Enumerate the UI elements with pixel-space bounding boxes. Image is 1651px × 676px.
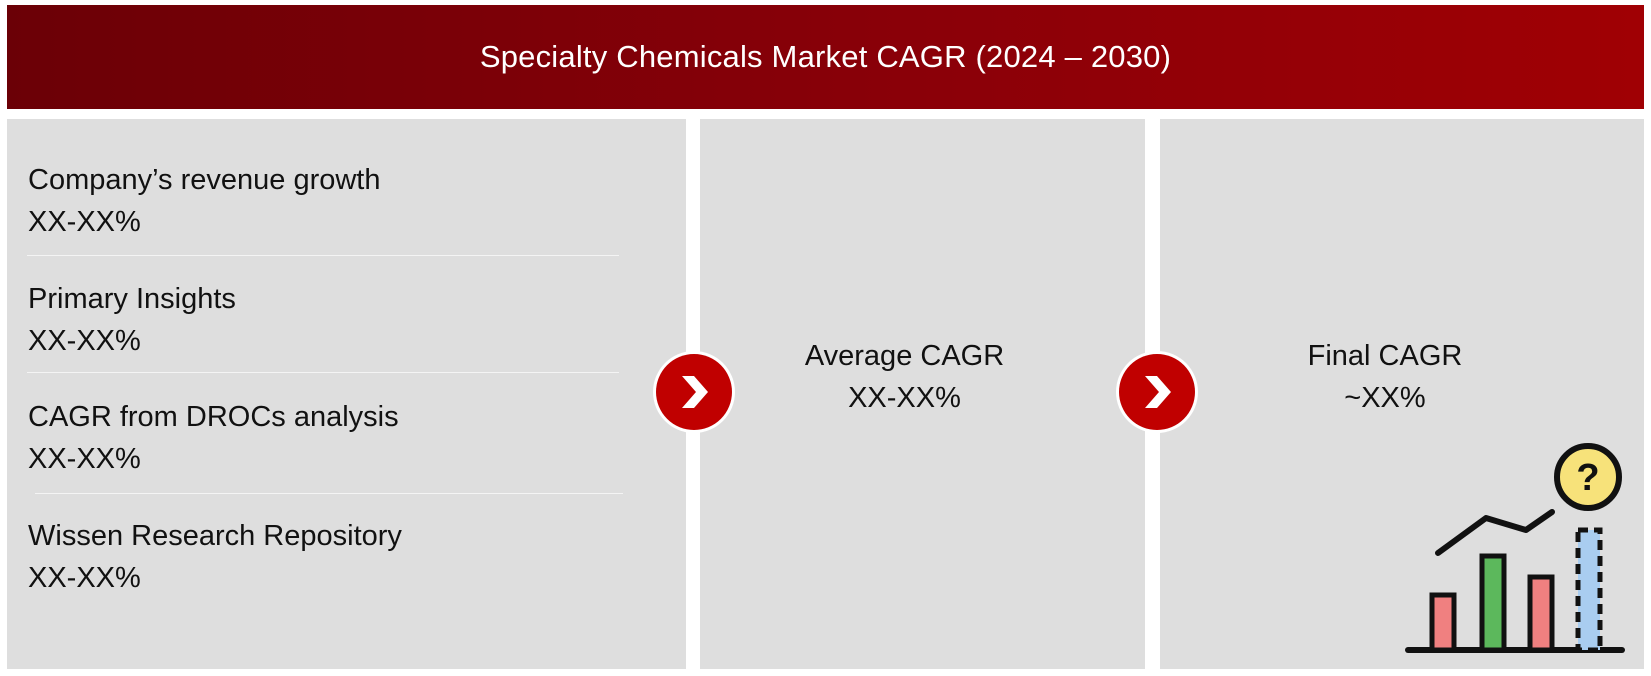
- source-item: CAGR from DROCs analysis XX-XX%: [28, 396, 399, 480]
- source-value: XX-XX%: [28, 443, 141, 475]
- source-label: Primary Insights: [28, 283, 236, 315]
- divider: [27, 372, 619, 373]
- average-cagr-value: XX-XX%: [848, 382, 961, 414]
- divider: [35, 493, 623, 494]
- header-banner: Specialty Chemicals Market CAGR (2024 – …: [7, 5, 1644, 109]
- source-value: XX-XX%: [28, 562, 141, 594]
- divider: [27, 255, 619, 256]
- source-label: CAGR from DROCs analysis: [28, 401, 399, 433]
- final-cagr-label: Final CAGR: [1307, 340, 1463, 372]
- final-cagr-panel: Final CAGR ~XX%: [1160, 119, 1644, 669]
- sources-panel: Company’s revenue growth XX-XX% Primary …: [7, 119, 686, 669]
- source-item: Company’s revenue growth XX-XX%: [28, 159, 381, 243]
- chevron-right-icon: [1116, 351, 1198, 433]
- growth-chart-question-icon: ?: [1405, 443, 1625, 653]
- source-item: Primary Insights XX-XX%: [28, 278, 236, 362]
- source-label: Wissen Research Repository: [28, 520, 402, 552]
- page-title: Specialty Chemicals Market CAGR (2024 – …: [479, 39, 1172, 74]
- source-value: XX-XX%: [28, 206, 141, 238]
- source-value: XX-XX%: [28, 325, 141, 357]
- source-label: Company’s revenue growth: [28, 164, 381, 196]
- final-cagr-value: ~XX%: [1344, 382, 1426, 414]
- chevron-right-icon: [653, 351, 735, 433]
- svg-text:?: ?: [1576, 457, 1599, 499]
- average-cagr-label: Average CAGR: [804, 340, 1005, 372]
- source-item: Wissen Research Repository XX-XX%: [28, 515, 402, 599]
- average-cagr-panel: Average CAGR XX-XX%: [700, 119, 1145, 669]
